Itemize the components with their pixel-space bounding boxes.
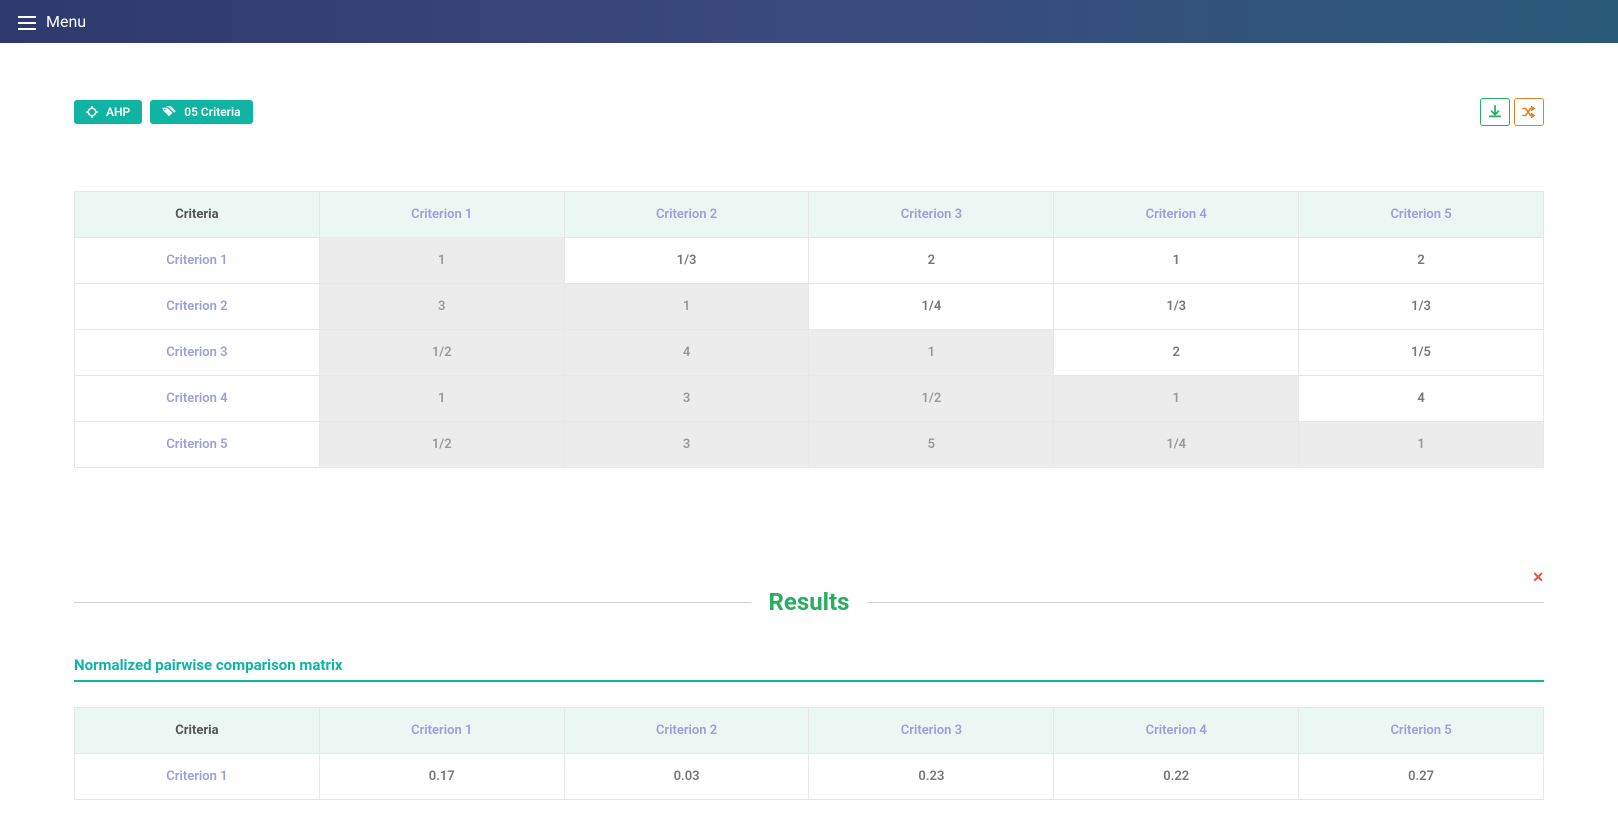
matrix-cell[interactable]: 2 [1299,238,1544,284]
matrix-cell: 0.23 [809,754,1054,800]
table-row: Criterion 51/2351/41 [75,422,1544,468]
tag-ahp[interactable]: AHP [74,100,142,124]
normalized-section-title: Normalized pairwise comparison matrix [74,656,1544,682]
row-header: Criterion 3 [75,330,320,376]
matrix-cell[interactable]: 1/2 [319,422,564,468]
shuffle-button[interactable] [1514,98,1544,126]
row-header: Criterion 4 [75,376,320,422]
col-header: Criterion 3 [809,192,1054,238]
matrix-cell[interactable]: 1 [809,330,1054,376]
matrix-cell[interactable]: 1/3 [1054,284,1299,330]
matrix-cell[interactable]: 1 [1054,376,1299,422]
matrix-cell[interactable]: 1/3 [564,238,809,284]
matrix-cell[interactable]: 4 [564,330,809,376]
topbar: Menu [0,0,1618,43]
download-icon [1488,105,1502,119]
matrix-cell: 0.22 [1054,754,1299,800]
row-header: Criterion 5 [75,422,320,468]
matrix-cell[interactable]: 1 [1054,238,1299,284]
results-divider: Results ✕ [74,588,1544,616]
matrix-cell[interactable]: 1 [1299,422,1544,468]
matrix-cell[interactable]: 1/4 [1054,422,1299,468]
hamburger-icon [18,15,36,29]
col-header: Criterion 2 [564,192,809,238]
col-header: Criterion 3 [809,708,1054,754]
matrix-cell[interactable]: 3 [564,376,809,422]
col-header: Criterion 1 [319,708,564,754]
matrix-cell[interactable]: 3 [319,284,564,330]
tag-criteria[interactable]: 05 Criteria [150,100,252,124]
crosshair-icon [86,106,98,118]
results-title: Results [751,588,868,616]
menu-label: Menu [46,12,86,31]
matrix-cell[interactable]: 2 [1054,330,1299,376]
matrix-cell[interactable]: 1 [319,376,564,422]
matrix-cell[interactable]: 1/3 [1299,284,1544,330]
table-row: Criterion 111/3212 [75,238,1544,284]
download-button[interactable] [1480,98,1510,126]
matrix-cell: 0.17 [319,754,564,800]
row-header: Criterion 1 [75,238,320,284]
table-row: Criterion 2311/41/31/3 [75,284,1544,330]
normalized-matrix-table: Criteria Criterion 1 Criterion 2 Criteri… [74,707,1544,800]
col-header: Criterion 1 [319,192,564,238]
pairwise-matrix-table: Criteria Criterion 1 Criterion 2 Criteri… [74,191,1544,468]
corner-header: Criteria [75,192,320,238]
table-header-row: Criteria Criterion 1 Criterion 2 Criteri… [75,708,1544,754]
matrix-cell[interactable]: 5 [809,422,1054,468]
col-header: Criterion 4 [1054,192,1299,238]
tags-icon [162,106,176,118]
col-header: Criterion 2 [564,708,809,754]
tag-criteria-label: 05 Criteria [184,105,240,119]
tags: AHP 05 Criteria [74,100,253,124]
matrix-cell: 0.03 [564,754,809,800]
matrix-cell[interactable]: 1/2 [809,376,1054,422]
matrix-cell[interactable]: 2 [809,238,1054,284]
col-header: Criterion 5 [1299,708,1544,754]
table-row: Criterion 31/24121/5 [75,330,1544,376]
matrix-cell[interactable]: 1 [319,238,564,284]
matrix-cell[interactable]: 1/4 [809,284,1054,330]
row-header: Criterion 2 [75,284,320,330]
matrix-cell[interactable]: 1/5 [1299,330,1544,376]
table-row: Criterion 4131/214 [75,376,1544,422]
row-header: Criterion 1 [75,754,320,800]
matrix-cell[interactable]: 1/2 [319,330,564,376]
matrix-cell: 0.27 [1299,754,1544,800]
table-header-row: Criteria Criterion 1 Criterion 2 Criteri… [75,192,1544,238]
matrix-cell[interactable]: 1 [564,284,809,330]
table-row: Criterion 10.170.030.230.220.27 [75,754,1544,800]
col-header: Criterion 5 [1299,192,1544,238]
close-results-button[interactable]: ✕ [1532,570,1544,586]
tag-ahp-label: AHP [106,105,130,119]
menu-button[interactable]: Menu [18,12,86,31]
main-container: AHP 05 Criteria [74,43,1544,840]
matrix-cell[interactable]: 3 [564,422,809,468]
action-buttons [1480,98,1544,126]
matrix-cell[interactable]: 4 [1299,376,1544,422]
tag-row: AHP 05 Criteria [74,98,1544,126]
shuffle-icon [1522,105,1536,119]
col-header: Criterion 4 [1054,708,1299,754]
corner-header: Criteria [75,708,320,754]
